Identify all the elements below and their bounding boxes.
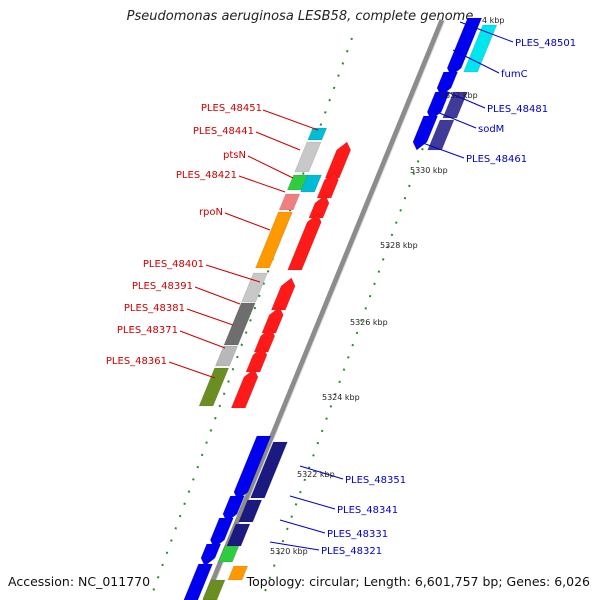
gene-PLES_48441-cog[interactable] [294,141,322,173]
gene-PLES_48481-cog[interactable] [442,91,468,119]
gene-label-PLES_48401[interactable]: PLES_48401 [143,259,204,270]
gene-ptsN-cog-b[interactable] [300,174,322,193]
tick-label-5322: 5322 kbp [297,470,335,479]
map-title: Pseudomonas aeruginosa LESB58, complete … [126,9,474,24]
gene-label-PLES_48451[interactable]: PLES_48451 [201,103,262,114]
genome-backbone [202,19,445,600]
gene-PLES_48361-cog[interactable] [198,367,230,407]
leader-rpoN [224,212,271,231]
leader-PLES_48321 [269,541,320,551]
gene-label-PLES_48351[interactable]: PLES_48351 [345,475,406,486]
gene-label-PLES_48371[interactable]: PLES_48371 [117,325,178,336]
tick-label-5320: 5320 kbp [270,547,308,556]
leader-PLES_48391 [194,286,241,305]
gene-PLES_48321-cog[interactable] [217,545,240,563]
gene-label-PLES_48361[interactable]: PLES_48361 [106,356,167,367]
gene-PLES_48371-cog[interactable] [214,345,239,367]
gene-PLES_48361-arrow[interactable] [230,368,259,409]
leader-PLES_48421 [238,175,286,193]
leader-fumC [452,49,500,74]
tick-label-5330: 5330 kbp [410,166,448,175]
gene-features [183,17,498,600]
gene-rpoN-arrow[interactable] [287,213,322,271]
leader-PLES_48461 [419,141,465,159]
leader-PLES_48331 [279,519,326,534]
leader-PLES_48501 [459,21,514,43]
leader-PLES_48481 [437,87,486,109]
tick-label-5324: 5324 kbp [322,393,360,402]
gene-label-PLES_48341[interactable]: PLES_48341 [337,505,398,516]
gene-label-ptsN[interactable]: ptsN [223,150,246,161]
gene-PLES_48391-arrow[interactable] [261,306,284,334]
leader-PLES_48361 [168,361,216,379]
gene-PLES_48331-cog[interactable] [226,523,251,547]
leader-PLES_48451 [262,109,319,131]
label-leaders [168,21,514,551]
gene-label-PLES_48481[interactable]: PLES_48481 [487,104,548,115]
gene-label-PLES_48421[interactable]: PLES_48421 [176,170,237,181]
gene-PLES_48341-cog[interactable] [238,499,263,523]
gene-PLES_48321-arrow[interactable] [200,543,222,567]
topology-text: Topology: circular; Length: 6,601,757 bp… [246,574,590,589]
leader-PLES_48401 [205,264,261,283]
gene-label-sodM[interactable]: sodM [478,124,504,135]
gene-sodM-arrow[interactable] [412,115,439,151]
gene-label-PLES_48331[interactable]: PLES_48331 [327,529,388,540]
gene-PLES_48451-cog[interactable] [307,127,328,141]
gene-PLES_48501-cog[interactable] [463,24,498,73]
gene-PLES_48391-cog[interactable] [223,302,256,346]
gene-PLES_48311-cog[interactable] [227,565,249,581]
leader-sodM [431,109,477,129]
gene-PLES_48401-cog[interactable] [241,272,268,303]
gene-label-rpoN[interactable]: rpoN [199,207,223,218]
leader-ptsN [247,155,294,179]
gene-label-PLES_48461[interactable]: PLES_48461 [466,154,527,165]
accession-text: Accession: NC_011770 [8,574,151,589]
gene-PLES_48351-cog[interactable] [250,441,288,499]
leader-PLES_48341 [289,495,336,510]
gene-label-PLES_48321[interactable]: PLES_48321 [321,546,382,557]
leader-PLES_48371 [179,330,226,349]
gene-label-PLES_48391[interactable]: PLES_48391 [132,281,193,292]
gene-label-PLES_48501[interactable]: PLES_48501 [515,38,576,49]
tick-label-5332: 5332 kbp [440,91,478,100]
gene-PLES_48421-cog[interactable] [278,193,301,211]
gene-rpoN-cog[interactable] [255,211,293,269]
gene-PLES_48311-cog-b[interactable] [202,579,226,600]
gene-ptsN-cog[interactable] [286,174,308,191]
leader-PLES_48441 [255,131,301,151]
gene-PLES_48441-arrow[interactable] [324,141,352,179]
gene-PLES_48421-arrow[interactable] [308,194,330,219]
tick-label-5328: 5328 kbp [380,241,418,250]
leader-PLES_48351 [299,465,344,480]
gene-label-PLES_48381[interactable]: PLES_48381 [124,303,185,314]
gene-label-fumC[interactable]: fumC [501,69,528,80]
tick-label-5326: 5326 kbp [350,318,388,327]
gene-PLES_48311-arrow[interactable] [183,563,213,600]
leader-PLES_48381 [186,308,234,326]
gene-label-PLES_48441[interactable]: PLES_48441 [193,126,254,137]
tick-label-5334: 4 kbp [482,16,504,25]
gene-PLES_48401-arrow[interactable] [270,277,296,311]
